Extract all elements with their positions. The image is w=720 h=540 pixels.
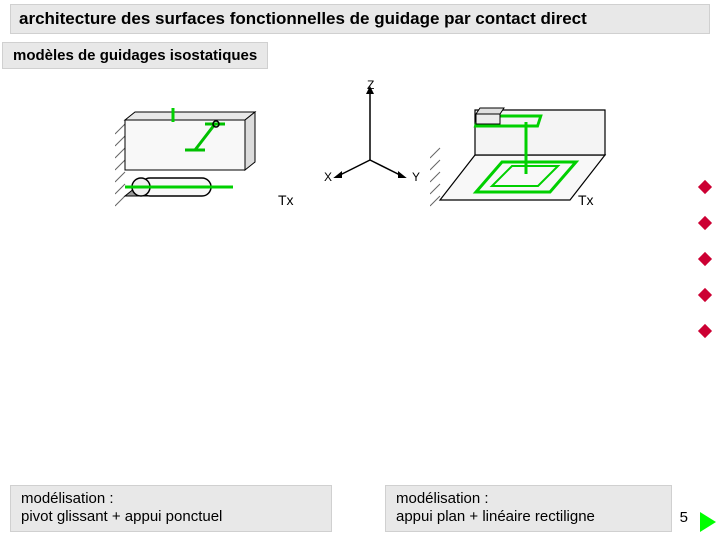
axis-z-label: Z bbox=[367, 78, 374, 92]
caption-left-line2: pivot glissant + appui ponctuel bbox=[21, 508, 222, 525]
caption-left: modélisation : pivot glissant + appui po… bbox=[10, 485, 332, 533]
right-tx-label: Tx bbox=[578, 192, 594, 208]
axes-diagram bbox=[330, 78, 410, 178]
left-tx-label: Tx bbox=[278, 192, 294, 208]
right-diagram bbox=[430, 100, 630, 220]
caption-left-line1: modélisation : bbox=[21, 490, 114, 507]
caption-right-line1: modélisation : bbox=[396, 490, 489, 507]
caption-right: modélisation : appui plan + linéaire rec… bbox=[385, 485, 672, 533]
next-slide-arrow[interactable] bbox=[700, 512, 716, 532]
caption-right-line2: appui plan + linéaire rectiligne bbox=[396, 508, 595, 525]
slide-title: architecture des surfaces fonctionnelles… bbox=[10, 4, 710, 34]
bullet-diamond bbox=[698, 216, 712, 230]
bullet-diamond bbox=[698, 252, 712, 266]
axis-y-label: Y bbox=[412, 170, 420, 184]
bullet-diamond bbox=[698, 324, 712, 338]
bullet-diamond bbox=[698, 288, 712, 302]
bullet-diamond bbox=[698, 180, 712, 194]
page-number: 5 bbox=[680, 509, 688, 526]
slide-subtitle: modèles de guidages isostatiques bbox=[2, 42, 268, 69]
axis-x-label: X bbox=[324, 170, 332, 184]
